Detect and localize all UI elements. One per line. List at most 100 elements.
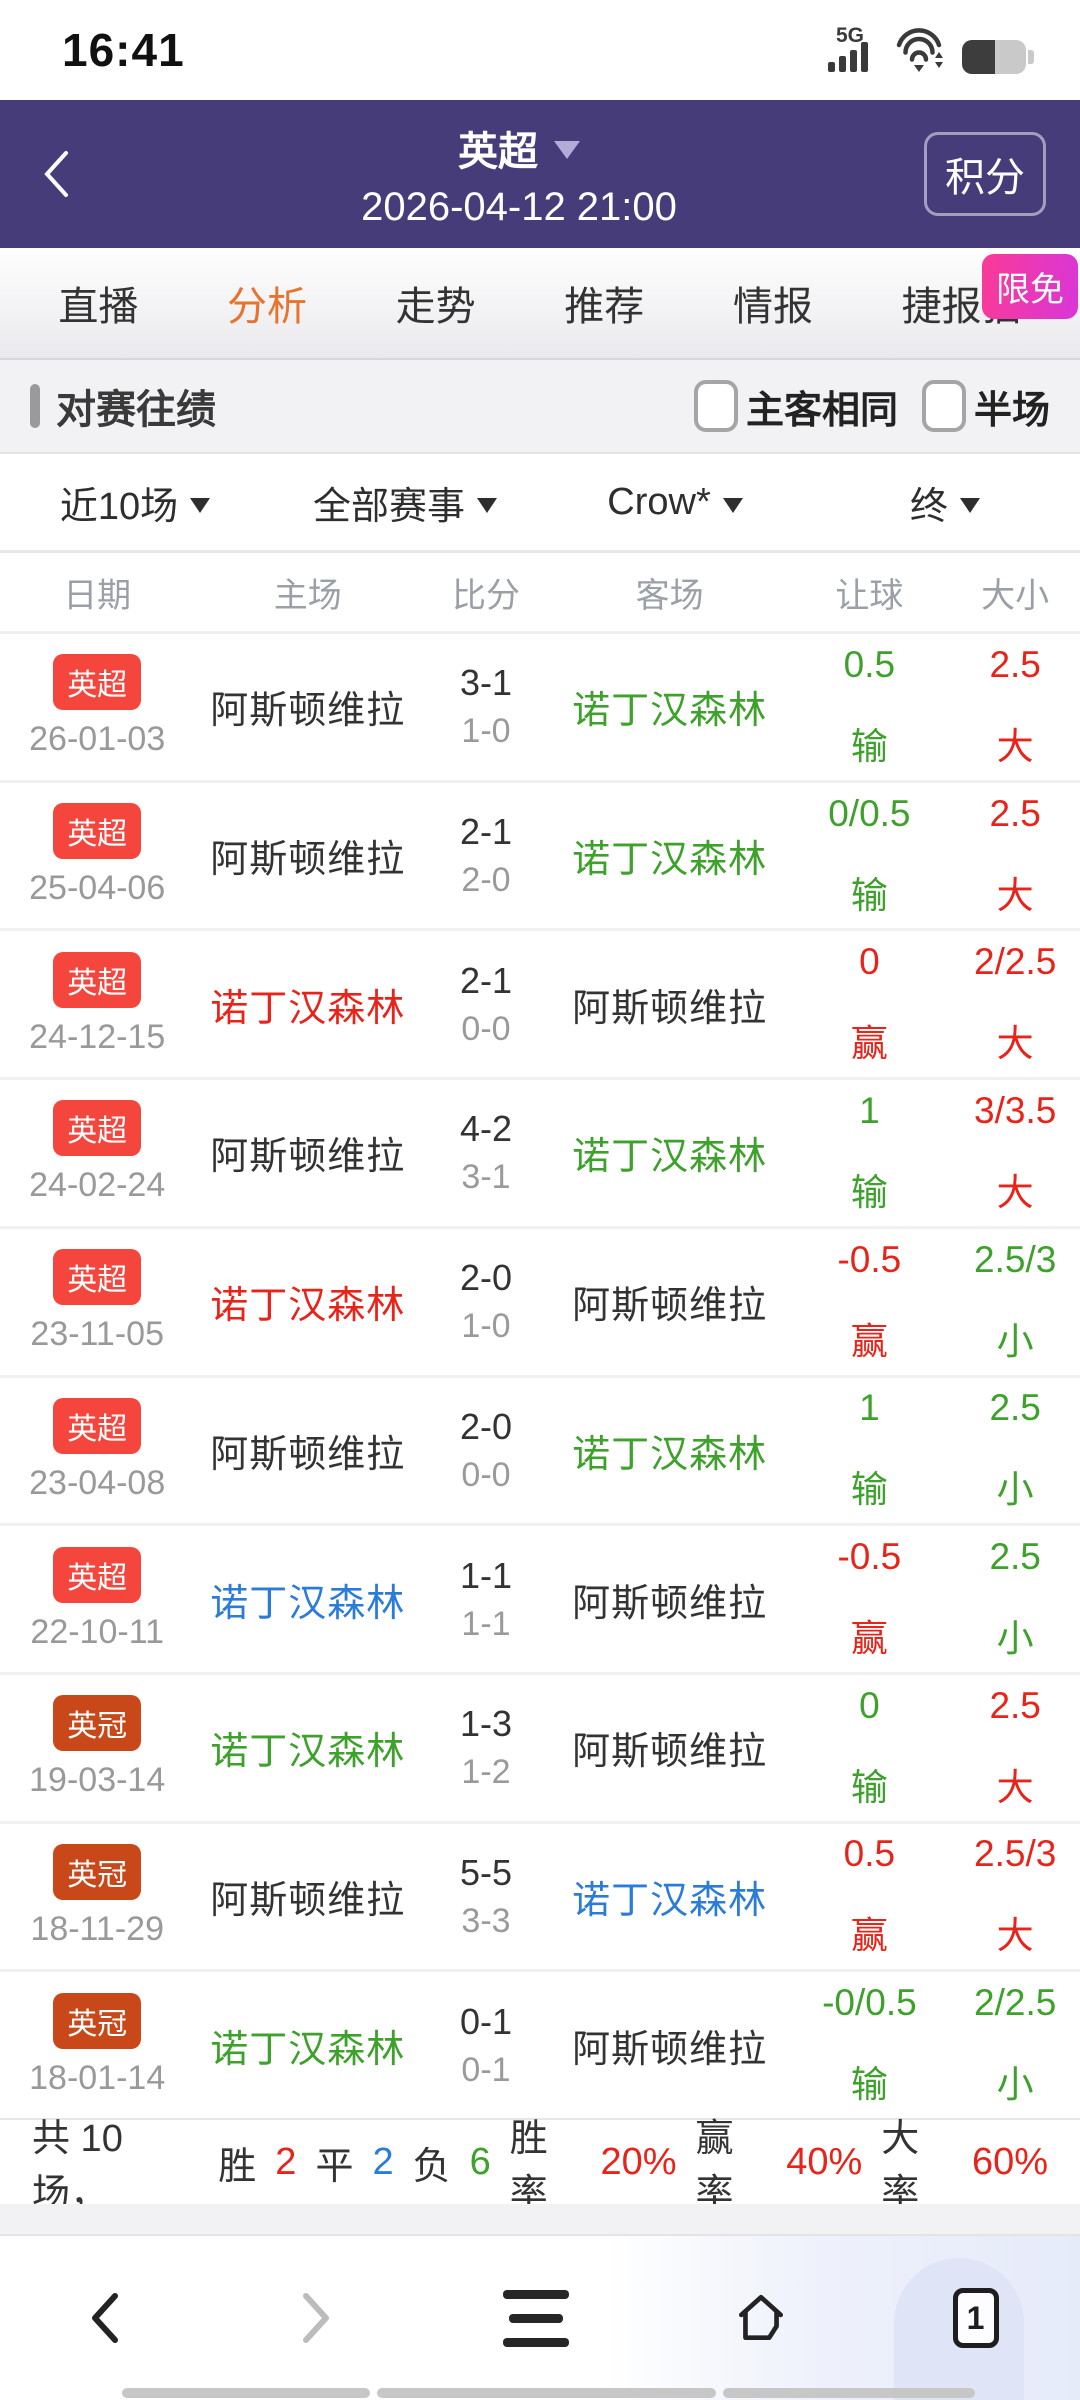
chevron-down-icon (722, 497, 743, 513)
home-team: 阿斯顿维拉 (210, 1879, 406, 1922)
col-header-home: 主场 (273, 576, 342, 615)
halftime-score: 0-0 (461, 1009, 511, 1048)
summary-part: 负 (412, 2145, 451, 2188)
handicap-line: 1 (859, 1387, 880, 1429)
away-team: 阿斯顿维拉 (572, 987, 768, 1030)
handicap-line: -0.5 (837, 1536, 902, 1578)
filter-dropdown[interactable]: 近10场 (0, 474, 270, 531)
overunder-line: 2.5 (989, 1387, 1041, 1429)
table-header-row: 日期 主场 比分 客场 让球 大小 (0, 553, 1080, 634)
fulltime-score: 5-5 (459, 1851, 512, 1893)
overunder-line: 2/2.5 (974, 941, 1057, 983)
handicap-line: 0 (859, 941, 880, 983)
nav-home-button[interactable] (732, 2289, 790, 2347)
handicap-result: 输 (850, 1766, 888, 1808)
handicap-line: 0.5 (843, 1833, 896, 1875)
half-time-toggle[interactable]: 半场 (921, 379, 1050, 434)
table-row[interactable]: 英超 25-04-06 阿斯顿维拉 2-1 2-0 诺丁汉森林 0/0.5 输 (0, 779, 1080, 929)
checkbox-icon[interactable] (921, 380, 966, 432)
league-badge: 英冠 (53, 1992, 142, 2049)
filter-dropdown[interactable]: 终 (810, 474, 1080, 531)
nav-back-button[interactable] (81, 2288, 129, 2348)
tab-item[interactable]: 走势 (396, 274, 476, 332)
league-badge: 英超 (53, 1249, 142, 1306)
handicap-result: 输 (850, 1171, 888, 1213)
menu-icon (502, 2289, 569, 2347)
league-badge: 英超 (53, 654, 142, 711)
checkbox-icon[interactable] (693, 380, 738, 432)
overunder-result: 小 (996, 1469, 1034, 1511)
battery-icon (962, 40, 1034, 74)
league-badge: 英超 (53, 1546, 142, 1603)
tab-item[interactable]: 分析 (227, 274, 307, 332)
tab-item[interactable]: 情报 (733, 274, 813, 332)
halftime-score: 3-1 (461, 1158, 511, 1197)
league-badge: 英超 (53, 1397, 142, 1454)
overunder-line: 2.5 (989, 643, 1041, 685)
league-badge: 英超 (53, 803, 142, 860)
handicap-line: 0 (859, 1684, 880, 1726)
overunder-line: 2/2.5 (974, 1982, 1057, 2024)
overunder-result: 大 (996, 725, 1034, 767)
summary-part: 20% (600, 2140, 677, 2183)
overunder-result: 小 (996, 2064, 1034, 2106)
nav-menu-button[interactable] (502, 2289, 569, 2347)
table-row[interactable]: 英超 26-01-03 阿斯顿维拉 3-1 1-0 诺丁汉森林 0.5 输 (0, 634, 1080, 780)
home-team: 阿斯顿维拉 (210, 1433, 406, 1476)
back-button[interactable] (34, 146, 114, 202)
table-row[interactable]: 英冠 18-11-29 阿斯顿维拉 5-5 3-3 诺丁汉森林 0.5 赢 (0, 1820, 1080, 1970)
tab-item[interactable]: 推荐 (564, 274, 644, 332)
halftime-score: 1-0 (461, 1307, 511, 1346)
overunder-result: 大 (996, 1023, 1034, 1065)
match-header: 英超 2026-04-12 21:00 (114, 119, 924, 230)
overunder-line: 2.5/3 (974, 1833, 1057, 1875)
halftime-score: 1-0 (461, 712, 511, 751)
same-home-away-toggle[interactable]: 主客相同 (693, 379, 898, 434)
summary-part: 2 (275, 2140, 297, 2183)
fulltime-score: 4-2 (459, 1108, 512, 1150)
standings-button[interactable]: 积分 (924, 132, 1046, 216)
away-team: 诺丁汉森林 (572, 1136, 768, 1179)
browser-nav-bar: 1 (0, 2236, 1080, 2400)
filter-dropdown[interactable]: Crow* (540, 480, 810, 525)
table-row[interactable]: 英超 24-02-24 阿斯顿维拉 4-2 3-1 诺丁汉森林 1 输 (0, 1077, 1080, 1226)
league-badge: 英冠 (53, 1695, 142, 1752)
table-row[interactable]: 英超 23-04-08 阿斯顿维拉 2-0 0-0 诺丁汉森林 1 输 (0, 1374, 1080, 1524)
league-selector[interactable]: 英超 (114, 119, 924, 177)
match-date: 18-01-14 (29, 2058, 166, 2097)
tab-item[interactable]: 直播 (58, 274, 138, 332)
section-title: 对赛往绩 (30, 377, 216, 435)
match-date: 19-03-14 (29, 1761, 166, 1800)
overunder-line: 3/3.5 (974, 1089, 1057, 1131)
away-team: 阿斯顿维拉 (572, 1285, 768, 1328)
handicap-line: 0.5 (843, 643, 896, 685)
overunder-line: 2.5 (989, 792, 1041, 834)
filter-label: 终 (909, 485, 948, 528)
match-date: 24-02-24 (29, 1166, 166, 1205)
network-type-label: 5G (836, 26, 864, 47)
table-row[interactable]: 英超 24-12-15 诺丁汉森林 2-1 0-0 阿斯顿维拉 0 赢 (0, 928, 1080, 1077)
table-row[interactable]: 英冠 18-01-14 诺丁汉森林 0-1 0-1 阿斯顿维拉 -0/0.5 输 (0, 1969, 1080, 2118)
summary-part: 平 (315, 2145, 354, 2188)
table-row[interactable]: 英超 22-10-11 诺丁汉森林 1-1 1-1 阿斯顿维拉 -0.5 赢 (0, 1523, 1080, 1672)
overunder-result: 大 (996, 1915, 1034, 1957)
clock: 16:41 (62, 24, 185, 76)
wifi-icon (896, 28, 943, 72)
table-row[interactable]: 英冠 19-03-14 诺丁汉森林 1-3 1-2 阿斯顿维拉 0 输 (0, 1671, 1080, 1821)
fulltime-score: 2-0 (459, 1405, 512, 1447)
nav-tabs-button[interactable]: 1 (952, 2288, 999, 2348)
filter-label: 近10场 (59, 485, 179, 528)
nav-forward-button[interactable] (292, 2288, 340, 2348)
filter-label: 全部赛事 (312, 485, 465, 528)
table-row[interactable]: 英超 23-11-05 诺丁汉森林 2-0 1-0 阿斯顿维拉 -0.5 赢 (0, 1225, 1080, 1375)
handicap-line: -0/0.5 (822, 1982, 917, 2024)
home-team: 诺丁汉森林 (210, 1731, 406, 1774)
filter-dropdown[interactable]: 全部赛事 (270, 474, 540, 531)
fulltime-score: 1-3 (459, 1703, 512, 1745)
handicap-line: -0.5 (837, 1238, 902, 1280)
bottom-placeholder-bars (0, 2388, 1080, 2398)
handicap-line: 0/0.5 (828, 792, 911, 834)
col-header-handicap: 让球 (835, 576, 904, 615)
summary-part: 6 (469, 2140, 491, 2183)
